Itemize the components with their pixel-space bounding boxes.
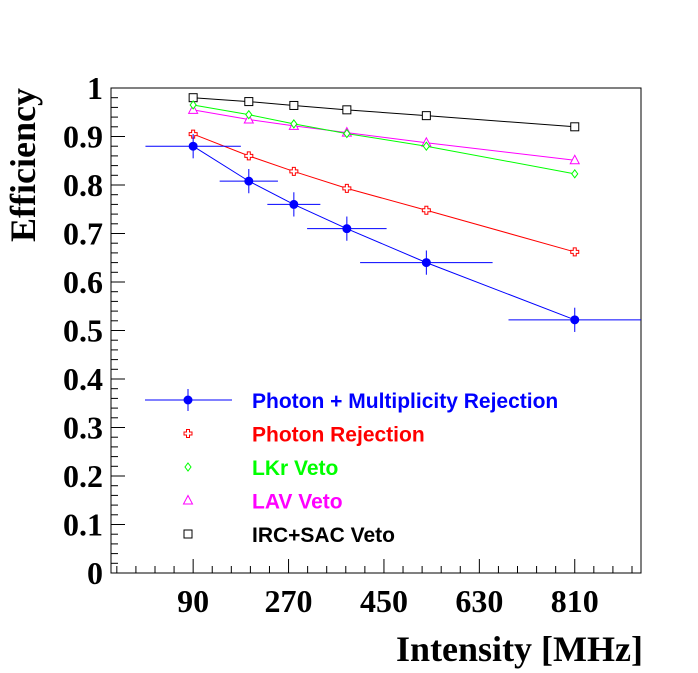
series-line: [192, 145, 575, 321]
y-axis-title: Efficiency: [3, 88, 43, 242]
data-point: [571, 169, 579, 179]
legend-marker: [183, 429, 193, 438]
data-point: [245, 109, 253, 120]
series-photon-rejection: [188, 129, 580, 257]
data-point: [570, 122, 580, 132]
y-tick-label: 0.5: [63, 313, 103, 349]
data-point: [343, 128, 351, 139]
series-line: [193, 104, 575, 175]
y-tick-label: 0.9: [63, 119, 103, 155]
data-point: [188, 141, 198, 151]
y-tick-label: 0.3: [63, 410, 103, 446]
x-tick-label: 90: [177, 583, 209, 619]
data-point: [289, 166, 299, 176]
x-tick-label: 630: [455, 583, 503, 619]
legend-marker: [183, 529, 193, 539]
y-tick-label: 0.4: [63, 361, 103, 397]
legend-marker: [182, 494, 194, 505]
y-tick-label: 0.8: [63, 167, 103, 203]
data-point: [189, 100, 197, 110]
legend-entry: IRC+SAC Veto: [183, 524, 395, 547]
x-tick-label: 270: [265, 583, 313, 619]
y-tick-label: 0.7: [63, 216, 103, 252]
legend-entry: Photon Rejection: [183, 424, 425, 447]
data-point: [570, 247, 580, 257]
data-point: [289, 100, 299, 110]
y-tick-label: 0.1: [63, 507, 103, 543]
data-point: [421, 258, 431, 268]
x-axis-title: Intensity [MHz]: [396, 629, 643, 669]
series-lkr-veto: [189, 100, 579, 179]
axis-ticks: 0 0.1 0.2 0.3 0.4 0.5 0.6 0.7 0.8 0.9 1 90 270 450 630…: [63, 70, 633, 619]
series-photon-multiplicity-rejection: [145, 134, 641, 332]
legend-label: LKr Veto: [252, 457, 338, 480]
x-tick-label: 810: [551, 583, 599, 619]
series-line: [193, 97, 575, 128]
data-point: [289, 199, 299, 209]
legend-entry: LAV Veto: [182, 491, 343, 514]
data-point: [290, 119, 298, 129]
y-tick-label: 0: [87, 555, 103, 591]
legend-label: LAV Veto: [252, 491, 343, 514]
data-point: [342, 224, 352, 234]
legend: Photon + Multiplicity Rejection Photon Re…: [145, 389, 558, 547]
data-point: [421, 205, 431, 215]
series-irc-sac-veto: [188, 93, 580, 132]
legend-label: Photon + Multiplicity Rejection: [252, 390, 558, 413]
data-point: [244, 97, 254, 107]
series-line: [192, 133, 575, 253]
legend-label: Photon Rejection: [252, 424, 425, 447]
y-tick-label: 1: [87, 70, 103, 106]
data-point: [570, 315, 580, 325]
y-tick-label: 0.6: [63, 264, 103, 300]
data-point: [244, 151, 254, 161]
y-tick-label: 0.2: [63, 458, 103, 494]
x-tick-label: 450: [360, 583, 408, 619]
data-point: [342, 183, 352, 193]
legend-marker: [183, 395, 193, 405]
data-point: [342, 105, 352, 115]
data-point: [569, 154, 581, 165]
legend-entry: Photon + Multiplicity Rejection: [145, 389, 558, 413]
data-point: [244, 176, 254, 186]
data-point: [421, 111, 431, 121]
legend-marker: [184, 462, 192, 472]
data-series: [145, 93, 641, 332]
legend-entry: LKr Veto: [184, 457, 338, 480]
data-point: [422, 141, 430, 152]
legend-label: IRC+SAC Veto: [252, 524, 395, 547]
